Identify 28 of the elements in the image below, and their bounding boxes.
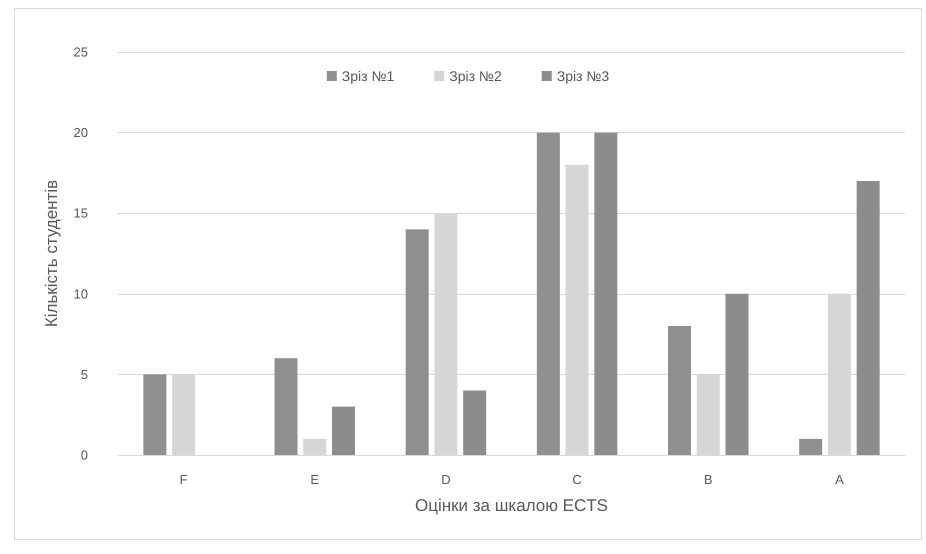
y-tick-label: 10	[74, 286, 88, 302]
legend-label: Зріз №1	[342, 68, 394, 84]
bar	[274, 358, 298, 455]
x-tick-label: B	[704, 472, 713, 487]
x-tick-label: D	[441, 472, 451, 487]
bar	[143, 374, 166, 455]
y-tick-label: 25	[74, 44, 88, 60]
x-tick-label: E	[310, 472, 320, 487]
x-axis-title: Оцінки за шкалою ECTS	[414, 496, 608, 515]
bar	[594, 132, 618, 455]
x-tick-label: C	[572, 472, 582, 487]
y-tick-label: 15	[74, 206, 88, 221]
y-tick-label: 20	[74, 125, 88, 140]
bar	[463, 390, 486, 455]
x-tick-label: F	[180, 472, 188, 487]
bar	[668, 326, 691, 455]
y-axis-title: Кількість студентів	[42, 180, 61, 328]
bar	[536, 132, 560, 455]
y-tick-label: 0	[80, 448, 88, 462]
bar	[799, 438, 822, 455]
bar	[332, 406, 355, 455]
bar	[856, 180, 880, 455]
bar	[406, 229, 429, 455]
bar	[726, 294, 748, 455]
x-tick-label: A	[835, 472, 844, 487]
legend-label: Зріз №2	[449, 68, 502, 84]
legend-label: Зріз №3	[556, 68, 610, 84]
y-tick-label: 5	[80, 366, 88, 382]
